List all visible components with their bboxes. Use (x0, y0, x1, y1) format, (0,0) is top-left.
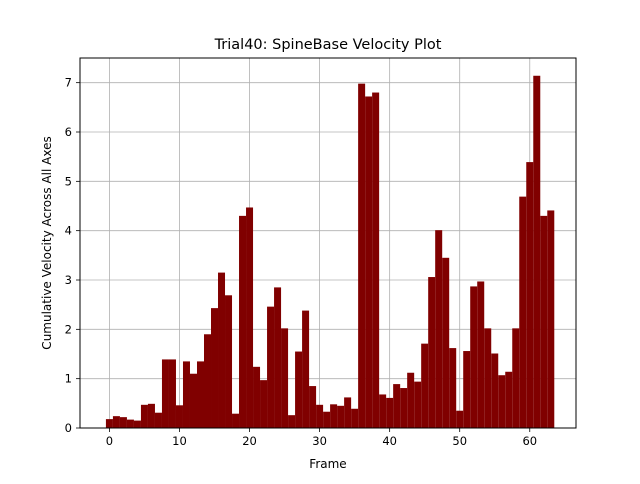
bar-frame-40 (386, 397, 394, 428)
bar-frame-27 (295, 351, 303, 428)
bar-frame-1 (112, 416, 120, 428)
bar-frame-42 (400, 388, 408, 428)
y-tick-label: 0 (65, 421, 72, 435)
bar-frame-62 (540, 215, 548, 428)
bar-frame-6 (147, 403, 155, 428)
bar-frame-61 (533, 75, 541, 428)
bar-frame-45 (421, 343, 429, 428)
bar-frame-23 (267, 306, 275, 428)
y-axis-ticks: 0 1 2 3 4 5 6 7 (65, 76, 80, 435)
bar-frame-21 (253, 366, 261, 428)
bar-frame-24 (274, 287, 282, 428)
bars (105, 75, 555, 429)
bar-frame-22 (260, 380, 268, 428)
x-axis-ticks: 0 10 20 30 40 50 60 (106, 428, 537, 448)
bar-frame-34 (344, 397, 352, 428)
y-tick-label: 7 (65, 76, 72, 90)
x-tick-label: 20 (242, 434, 257, 448)
bar-frame-47 (435, 230, 443, 428)
bar-frame-20 (246, 207, 254, 428)
bar-frame-57 (505, 371, 513, 428)
bar-frame-63 (547, 210, 555, 428)
bar-frame-3 (126, 419, 134, 428)
bar-frame-15 (211, 308, 219, 428)
bar-frame-9 (168, 359, 176, 428)
bar-frame-4 (133, 420, 141, 428)
bar-frame-60 (526, 162, 534, 429)
bar-frame-58 (512, 328, 520, 428)
bar-frame-50 (456, 410, 464, 428)
bar-frame-32 (330, 404, 338, 428)
bar-frame-52 (470, 286, 478, 428)
bar-frame-7 (154, 412, 162, 428)
bar-frame-44 (414, 381, 422, 428)
y-axis-label: Cumulative Velocity Across All Axes (40, 136, 54, 349)
y-tick-label: 5 (65, 174, 72, 188)
bar-frame-43 (407, 372, 415, 428)
chart-title: Trial40: SpineBase Velocity Plot (214, 37, 442, 53)
bar-frame-35 (351, 408, 359, 428)
bar-frame-0 (105, 419, 113, 428)
bar-frame-39 (379, 394, 387, 428)
bar-frame-25 (281, 328, 289, 428)
y-tick-label: 3 (65, 273, 72, 287)
y-tick-label: 6 (65, 125, 72, 139)
x-tick-label: 40 (382, 434, 397, 448)
bar-frame-14 (204, 334, 212, 428)
bar-frame-2 (119, 417, 127, 428)
bar-frame-11 (182, 361, 190, 428)
y-tick-label: 2 (65, 322, 72, 336)
bar-frame-29 (309, 386, 317, 428)
x-tick-label: 10 (172, 434, 187, 448)
bar-frame-51 (463, 351, 471, 428)
bar-frame-8 (161, 359, 169, 428)
bar-frame-12 (189, 373, 197, 428)
bar-frame-10 (175, 405, 183, 428)
bar-frame-59 (519, 196, 527, 428)
x-tick-label: 0 (106, 434, 113, 448)
bar-frame-13 (196, 361, 204, 428)
bar-frame-54 (484, 328, 492, 428)
bar-frame-33 (337, 405, 345, 428)
bar-frame-37 (365, 96, 373, 428)
x-tick-label: 50 (452, 434, 467, 448)
y-tick-label: 1 (65, 372, 72, 386)
bar-frame-53 (477, 281, 485, 428)
bar-frame-38 (372, 92, 380, 429)
bar-frame-18 (232, 413, 240, 428)
bar-frame-5 (140, 404, 148, 428)
bar-frame-46 (428, 277, 436, 428)
bar-frame-48 (442, 257, 450, 428)
x-tick-label: 30 (312, 434, 327, 448)
bar-frame-41 (393, 384, 401, 428)
x-tick-label: 60 (522, 434, 537, 448)
bar-frame-36 (358, 83, 366, 429)
y-tick-label: 4 (65, 224, 72, 238)
bar-frame-55 (491, 353, 499, 428)
bar-frame-28 (302, 310, 310, 428)
bar-frame-17 (225, 295, 233, 428)
bar-frame-49 (449, 348, 457, 428)
plot-frame (79, 57, 577, 429)
bar-frame-56 (498, 375, 506, 428)
bar-frame-26 (288, 415, 296, 428)
bar-frame-30 (316, 404, 324, 428)
x-axis-label: Frame (309, 457, 346, 471)
bar-frame-16 (218, 272, 226, 428)
bar-frame-31 (323, 411, 331, 428)
bar-frame-19 (239, 215, 247, 428)
